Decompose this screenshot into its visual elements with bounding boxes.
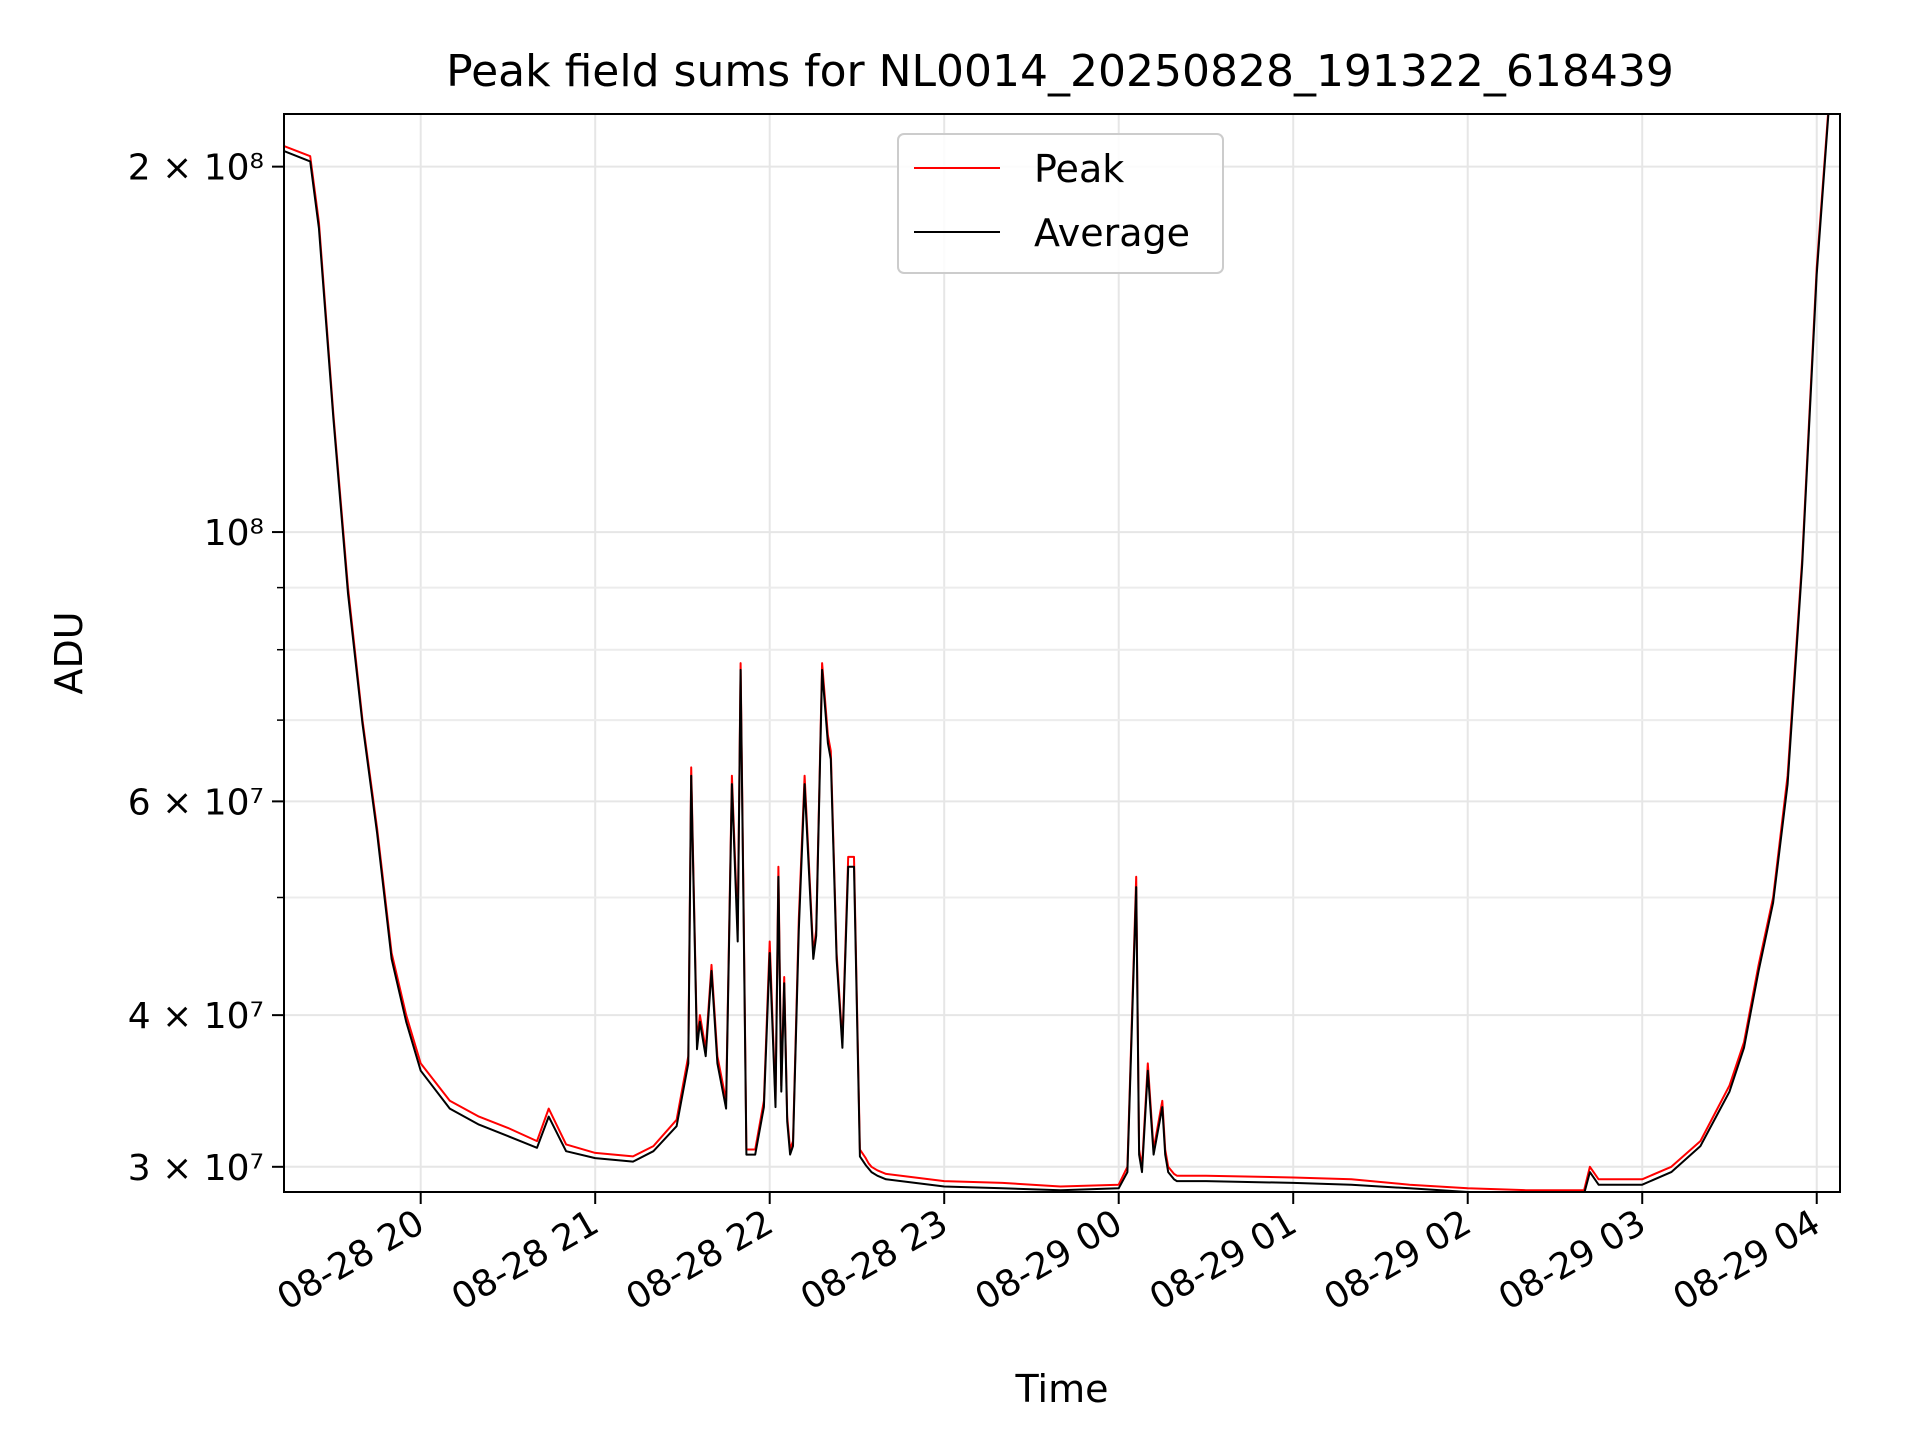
y-tick-label: 2 × 10⁸ <box>128 148 264 189</box>
y-axis-label: ADU <box>47 611 91 694</box>
x-axis-label: Time <box>1015 1367 1109 1411</box>
legend: Peak Average <box>897 133 1224 274</box>
legend-label-average: Average <box>1034 211 1190 255</box>
series-lines <box>284 114 1830 1192</box>
series-line-peak <box>284 114 1830 1192</box>
series-line-average <box>284 114 1830 1192</box>
chart-title: Peak field sums for NL0014_20250828_1913… <box>446 46 1674 97</box>
plot-area-frame <box>283 113 1841 1193</box>
y-tick-label: 4 × 10⁷ <box>128 996 264 1037</box>
y-tick-label: 6 × 10⁷ <box>128 782 264 823</box>
y-tick-label: 10⁸ <box>204 513 264 554</box>
y-tick-label: 3 × 10⁷ <box>128 1148 264 1189</box>
legend-label-peak: Peak <box>1034 147 1124 191</box>
